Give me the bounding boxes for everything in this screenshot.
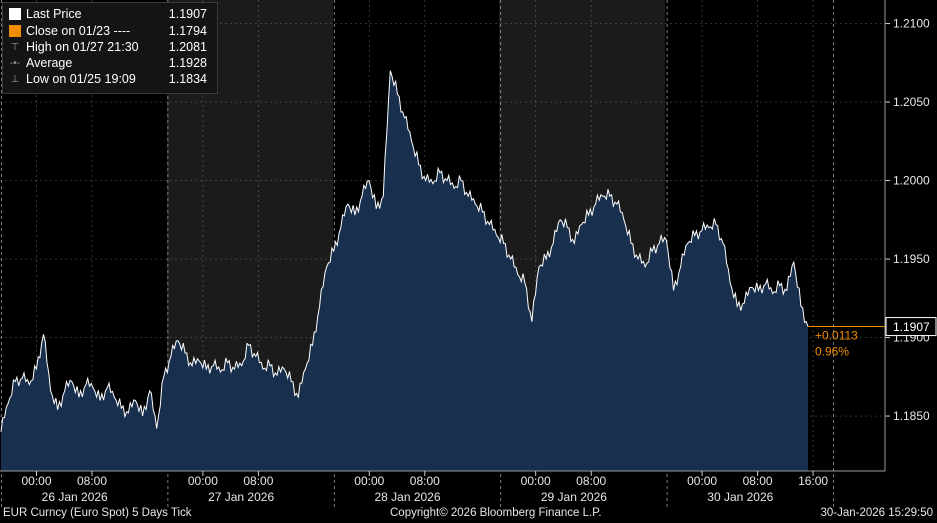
price-line: [0, 70, 809, 432]
last-price-marker: 1.1907 +0.0113 0.96%: [808, 317, 937, 359]
legend-last-price[interactable]: Last Price 1.1907: [9, 6, 213, 22]
legend-last-swatch: [9, 8, 21, 20]
y-tick-label: 1.1850: [893, 409, 930, 423]
day-label: 30 Jan 2026: [707, 490, 773, 504]
legend-low-value: 1.1834: [168, 72, 207, 86]
x-tick-label: 00:00: [188, 474, 218, 488]
x-tick-label: 08:00: [410, 474, 440, 488]
x-tick-label: 00:00: [21, 474, 51, 488]
x-tick-label: 08:00: [576, 474, 606, 488]
day-label: 29 Jan 2026: [541, 490, 607, 504]
legend-last-label: Last Price: [26, 7, 82, 21]
footer-copyright: Copyright© 2026 Bloomberg Finance L.P.: [390, 507, 602, 519]
average-line-icon: -•-: [9, 57, 21, 69]
legend-close-label: Close on 01/23 ----: [26, 24, 131, 38]
x-tick-label: 08:00: [743, 474, 773, 488]
y-tick-label: 1.2000: [893, 174, 930, 188]
x-tick-label: 08:00: [243, 474, 273, 488]
legend-high[interactable]: ⊤ High on 01/27 21:30 1.2081: [9, 39, 213, 55]
x-tick-label: 00:00: [521, 474, 551, 488]
last-price-label: 1.1907: [893, 320, 930, 334]
footer-ticker: EUR Curncy (Euro Spot) 5 Days Tick: [3, 507, 192, 519]
x-tick-label: 08:00: [77, 474, 107, 488]
day-label: 27 Jan 2026: [208, 490, 274, 504]
legend-low[interactable]: ⊥ Low on 01/25 19:09 1.1834: [9, 71, 213, 87]
x-tick-label: 00:00: [687, 474, 717, 488]
legend-high-label: High on 01/27 21:30: [26, 40, 139, 54]
low-marker-icon: ⊥: [10, 73, 20, 85]
x-axis: 00:00 08:00 26 Jan 2026 00:00 08:00 27 Jan 20…: [0, 470, 885, 504]
y-tick-label: 1.2100: [893, 17, 930, 31]
legend-low-label: Low on 01/25 19:09: [26, 72, 136, 86]
price-area: [1, 70, 808, 471]
legend-high-value: 1.2081: [168, 40, 207, 54]
legend-box: Last Price 1.1907 Close on 01/23 ---- 1.…: [2, 2, 218, 94]
change-pct-label: 0.96%: [815, 345, 849, 359]
legend-last-value: 1.1907: [168, 7, 207, 21]
high-marker-icon: ⊤: [10, 41, 20, 53]
legend-close[interactable]: Close on 01/23 ---- 1.1794: [9, 23, 213, 39]
legend-average-label: Average: [26, 56, 73, 70]
footer-timestamp: 30-Jan-2026 15:29:50: [820, 507, 933, 519]
day-label: 26 Jan 2026: [42, 490, 108, 504]
last-price-box: [885, 317, 937, 337]
legend-average-value: 1.1928: [168, 56, 207, 70]
y-tick-label: 1.1950: [893, 252, 930, 266]
day-label: 28 Jan 2026: [374, 490, 440, 504]
legend-close-value: 1.1794: [168, 24, 207, 38]
x-tick-label: 16:00: [798, 474, 828, 488]
legend-average[interactable]: -•- Average 1.1928: [9, 55, 213, 71]
change-abs-label: +0.0113: [815, 329, 858, 343]
legend-close-swatch: [9, 25, 21, 37]
y-tick-label: 1.2050: [893, 95, 930, 109]
x-tick-label: 00:00: [354, 474, 384, 488]
